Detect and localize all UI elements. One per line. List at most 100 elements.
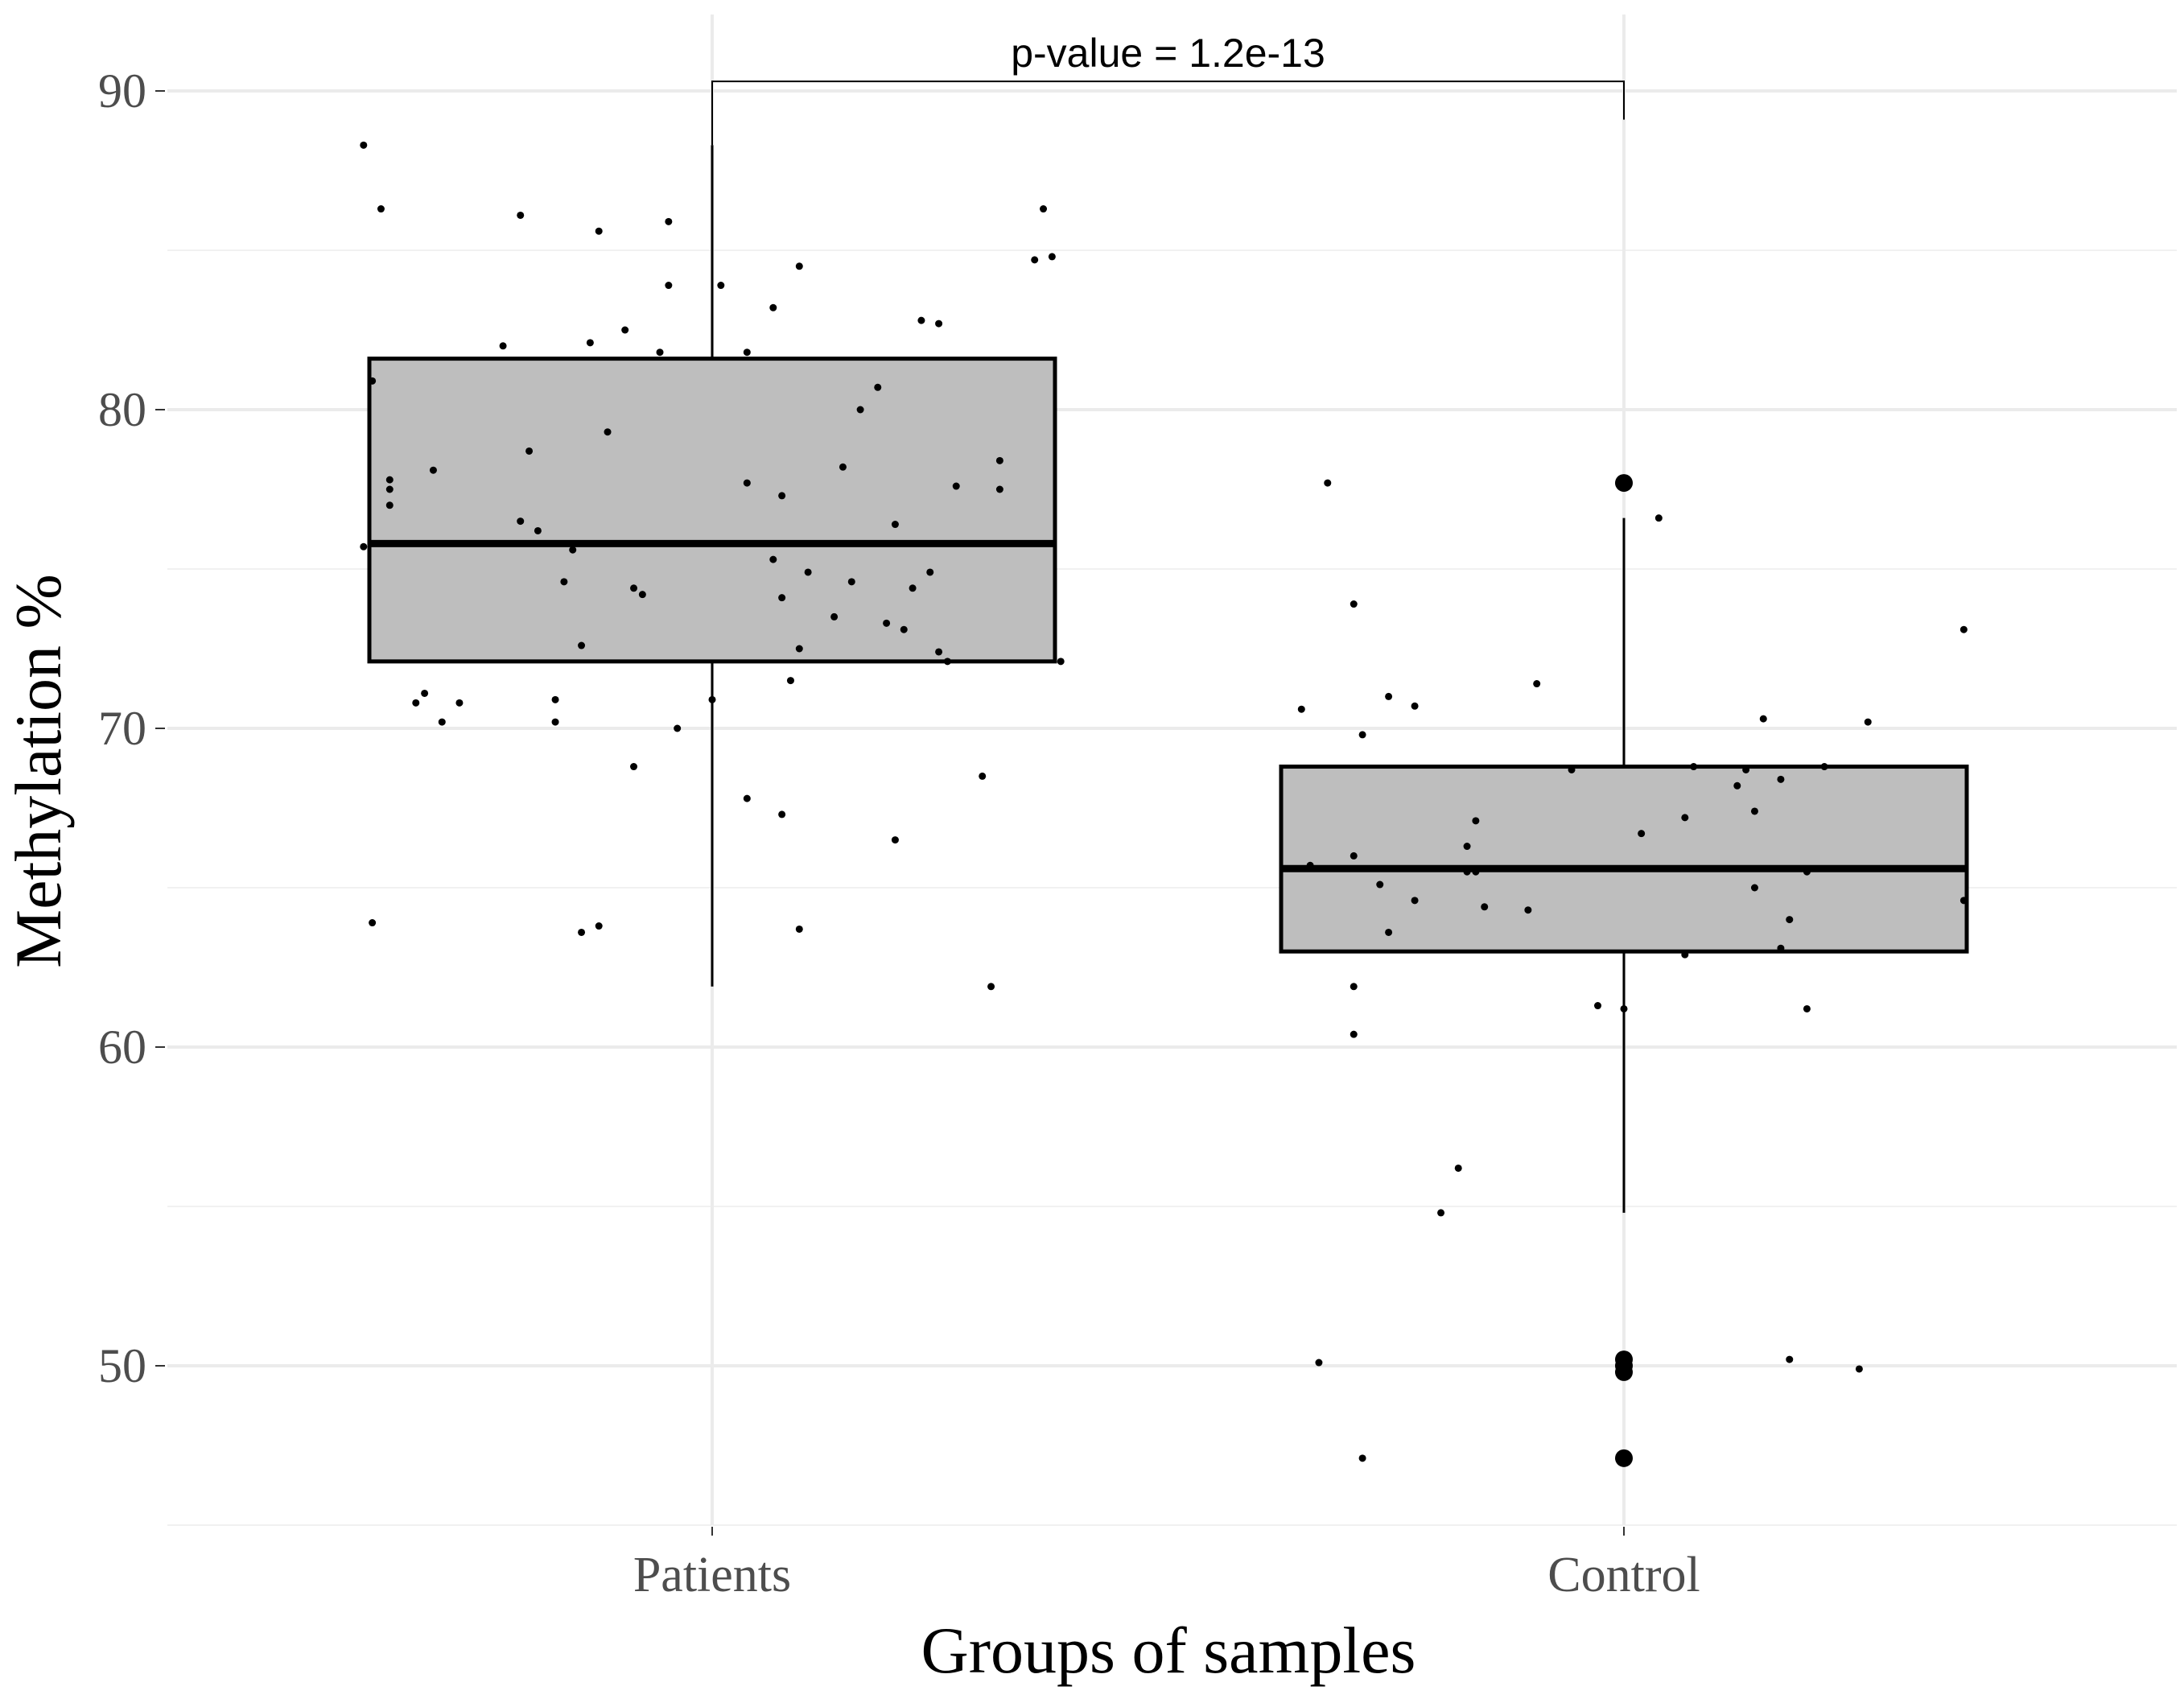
box-patients (367, 145, 1057, 987)
y-tick-label: 90 (98, 64, 146, 118)
y-tick-label: 80 (98, 383, 146, 436)
x-tick-label: Patients (633, 1548, 791, 1602)
outlier-point (1615, 1449, 1633, 1467)
data-point (595, 227, 603, 235)
data-point (377, 205, 385, 213)
outlier-point (1615, 1363, 1633, 1381)
data-point (369, 377, 377, 385)
data-point (360, 542, 368, 550)
data-point (795, 645, 803, 653)
data-point (778, 594, 786, 602)
data-point (743, 479, 751, 487)
data-point (987, 983, 995, 991)
data-point (786, 677, 794, 685)
data-point (795, 262, 803, 270)
y-tick-label: 70 (98, 702, 146, 755)
data-point (517, 211, 525, 219)
data-point (743, 348, 751, 357)
box-body (1279, 765, 1969, 954)
data-point (1820, 763, 1828, 771)
data-point (1959, 625, 1968, 633)
data-point (839, 463, 847, 471)
data-point (517, 517, 525, 526)
box-body (367, 357, 1057, 664)
data-point (1454, 1164, 1462, 1172)
data-point (1524, 906, 1532, 914)
data-point (1533, 680, 1541, 688)
data-point (385, 501, 394, 509)
data-point (551, 718, 559, 726)
data-point (1620, 1004, 1628, 1012)
data-point (499, 342, 507, 350)
data-point (874, 383, 882, 391)
data-point (1803, 1004, 1811, 1012)
data-point (360, 141, 368, 149)
y-tick-label: 60 (98, 1021, 146, 1074)
data-point (421, 689, 429, 697)
data-point (578, 928, 586, 936)
data-point (1803, 868, 1811, 876)
data-point (1315, 1359, 1323, 1367)
data-point (1324, 479, 1332, 487)
data-point (1481, 903, 1489, 911)
data-point (385, 476, 394, 484)
data-point (891, 521, 899, 529)
data-point (1385, 928, 1393, 936)
data-point (560, 578, 568, 586)
data-point (935, 648, 943, 656)
data-point (1048, 253, 1056, 261)
data-point (1786, 916, 1794, 924)
data-point (1463, 843, 1471, 851)
data-point (1681, 950, 1689, 959)
data-point (1350, 983, 1358, 991)
data-point (830, 612, 839, 621)
data-point (455, 699, 464, 707)
data-point (385, 485, 394, 493)
data-point (1350, 600, 1358, 608)
data-point (1777, 944, 1785, 952)
data-point (369, 919, 377, 927)
data-point (1681, 814, 1689, 822)
data-point (595, 922, 603, 930)
data-point (883, 619, 891, 627)
boxes (367, 145, 1969, 1467)
outlier-point (1615, 474, 1633, 493)
data-point (665, 217, 673, 225)
data-point (1358, 1454, 1366, 1462)
data-point (917, 316, 925, 324)
data-point (1777, 775, 1785, 783)
p-value-label: p-value = 1.2e-13 (1011, 31, 1325, 76)
data-point (569, 546, 577, 554)
data-point (1786, 1355, 1794, 1363)
data-point (1638, 830, 1646, 838)
data-point (1750, 807, 1758, 815)
data-point (1463, 868, 1471, 876)
data-point (674, 724, 682, 732)
data-point (1358, 731, 1366, 739)
data-point (551, 695, 559, 703)
data-point (656, 348, 664, 357)
data-point (909, 584, 917, 592)
data-point (429, 466, 437, 474)
data-point (1376, 880, 1384, 889)
data-point (1385, 692, 1393, 700)
data-point (1031, 256, 1039, 264)
x-tick-label: Control (1547, 1548, 1700, 1602)
data-point (604, 428, 612, 436)
data-point (847, 578, 855, 586)
data-point (534, 526, 542, 534)
data-point (856, 406, 864, 414)
data-point (1040, 205, 1048, 213)
data-point (412, 699, 420, 707)
y-axis-title: Methylation % (2, 574, 75, 968)
data-point (1472, 868, 1480, 876)
data-point (900, 625, 908, 633)
data-point (1306, 861, 1314, 869)
data-point (1437, 1209, 1445, 1217)
data-point (1733, 781, 1741, 790)
data-point (638, 591, 646, 599)
data-point (1411, 702, 1419, 710)
data-point (525, 447, 534, 455)
data-point (995, 456, 1003, 464)
